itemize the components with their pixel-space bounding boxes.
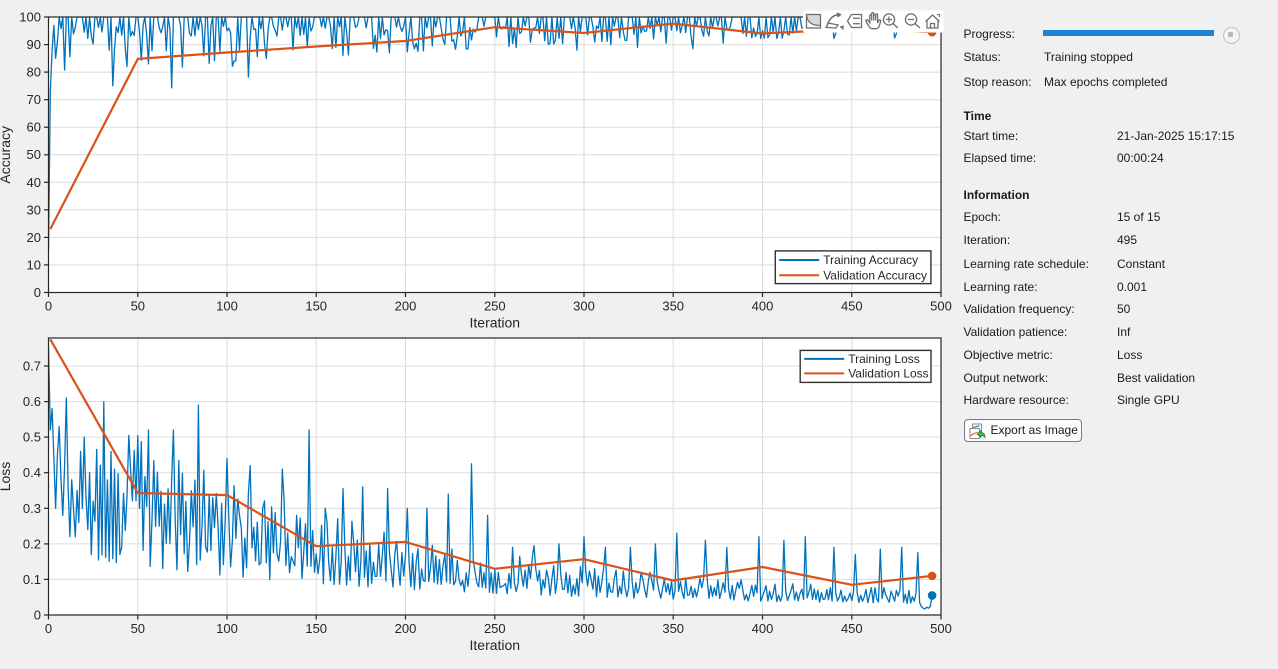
svg-text:0.7: 0.7	[23, 359, 41, 374]
svg-text:350: 350	[662, 621, 684, 636]
svg-text:40: 40	[27, 175, 41, 190]
svg-text:250: 250	[484, 299, 506, 314]
svg-text:0.6: 0.6	[23, 394, 41, 409]
svg-text:50: 50	[131, 299, 145, 314]
svg-text:0.1: 0.1	[23, 572, 41, 587]
svg-text:50: 50	[27, 147, 41, 162]
svg-text:0.5: 0.5	[23, 430, 41, 445]
svg-text:0: 0	[45, 299, 52, 314]
svg-text:70: 70	[27, 92, 41, 107]
svg-text:50: 50	[131, 621, 145, 636]
svg-text:200: 200	[395, 299, 417, 314]
svg-text:Accuracy: Accuracy	[0, 126, 13, 184]
svg-text:Loss: Loss	[0, 462, 13, 492]
svg-text:400: 400	[752, 621, 774, 636]
svg-text:500: 500	[930, 299, 952, 314]
svg-text:Iteration: Iteration	[470, 637, 521, 653]
svg-text:30: 30	[27, 202, 41, 217]
svg-text:500: 500	[930, 621, 952, 636]
svg-text:Training Loss: Training Loss	[848, 352, 920, 366]
svg-text:250: 250	[484, 621, 506, 636]
svg-text:450: 450	[841, 621, 863, 636]
svg-text:90: 90	[27, 37, 41, 52]
svg-text:300: 300	[573, 621, 595, 636]
svg-text:0: 0	[34, 608, 41, 623]
svg-text:200: 200	[395, 621, 417, 636]
svg-text:150: 150	[305, 299, 327, 314]
svg-text:60: 60	[27, 120, 41, 135]
svg-text:100: 100	[216, 621, 238, 636]
svg-text:Validation Accuracy: Validation Accuracy	[823, 269, 927, 283]
svg-text:10: 10	[27, 257, 41, 272]
svg-text:Training Accuracy: Training Accuracy	[823, 253, 918, 267]
svg-text:0.2: 0.2	[23, 536, 41, 551]
svg-text:150: 150	[305, 621, 327, 636]
svg-text:100: 100	[216, 299, 238, 314]
svg-text:400: 400	[752, 299, 774, 314]
svg-text:Validation Loss: Validation Loss	[848, 367, 929, 381]
svg-text:0.3: 0.3	[23, 501, 41, 516]
svg-text:450: 450	[841, 299, 863, 314]
svg-text:0: 0	[45, 621, 52, 636]
svg-text:300: 300	[573, 299, 595, 314]
svg-text:20: 20	[27, 230, 41, 245]
svg-text:0: 0	[34, 285, 41, 300]
svg-text:350: 350	[662, 299, 684, 314]
svg-text:Iteration: Iteration	[470, 315, 521, 331]
svg-text:100: 100	[19, 10, 41, 25]
svg-text:0.4: 0.4	[23, 465, 41, 480]
svg-text:80: 80	[27, 65, 41, 80]
